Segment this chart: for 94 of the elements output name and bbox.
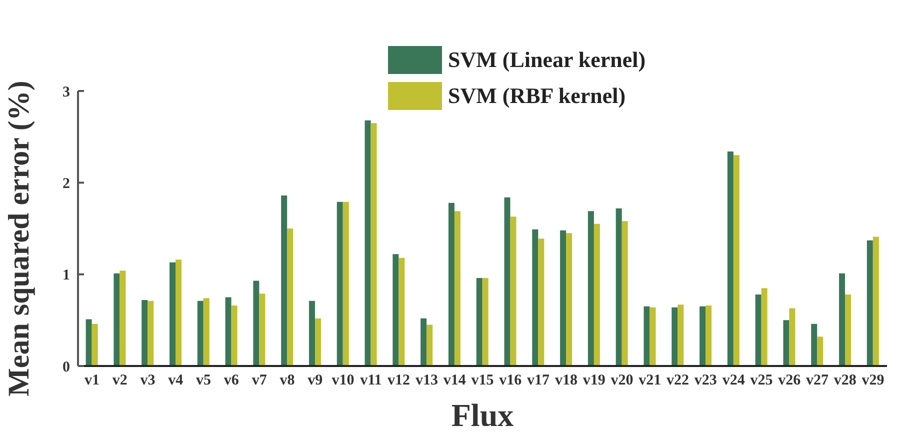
bar bbox=[532, 229, 538, 366]
bar bbox=[148, 300, 154, 366]
x-tick-label: v4 bbox=[168, 372, 184, 389]
bar bbox=[644, 306, 650, 366]
bar bbox=[225, 297, 232, 366]
bar bbox=[281, 196, 288, 366]
bar bbox=[845, 294, 852, 366]
bar bbox=[287, 228, 294, 366]
x-tick-label: v18 bbox=[554, 372, 578, 389]
bar bbox=[314, 318, 321, 366]
bar bbox=[588, 211, 594, 366]
x-tick-label: v11 bbox=[360, 372, 382, 389]
bar bbox=[672, 307, 678, 366]
x-tick-label: v17 bbox=[527, 372, 550, 389]
bar bbox=[700, 306, 706, 366]
x-tick-label: v5 bbox=[196, 372, 212, 389]
bar bbox=[622, 221, 628, 366]
bar bbox=[733, 155, 740, 366]
bar bbox=[482, 278, 488, 366]
bar bbox=[114, 273, 120, 366]
bar bbox=[761, 288, 768, 366]
bar bbox=[420, 318, 427, 366]
bar bbox=[253, 280, 260, 366]
bar bbox=[454, 211, 460, 366]
bar bbox=[448, 202, 454, 366]
x-tick-label: v16 bbox=[499, 372, 522, 389]
bar bbox=[866, 240, 873, 366]
bar bbox=[120, 270, 126, 366]
bar bbox=[86, 319, 92, 366]
y-tick-label: 0 bbox=[62, 359, 70, 376]
x-tick-label: v21 bbox=[638, 372, 662, 389]
x-tick-label: v22 bbox=[666, 372, 690, 389]
bar bbox=[170, 262, 176, 366]
bar bbox=[370, 123, 377, 366]
legend-label: SVM (Linear kernel) bbox=[448, 47, 646, 73]
bar bbox=[142, 300, 148, 366]
bar bbox=[839, 273, 846, 366]
x-tick-label: v7 bbox=[252, 372, 268, 389]
bar bbox=[398, 258, 405, 366]
x-tick-label: v20 bbox=[610, 372, 634, 389]
x-tick-label: v29 bbox=[862, 372, 884, 389]
y-tick-label: 2 bbox=[62, 176, 70, 192]
x-tick-label: v9 bbox=[308, 372, 323, 389]
x-tick-label: v28 bbox=[834, 372, 856, 389]
y-tick-label: 3 bbox=[62, 84, 70, 100]
x-tick-label: v23 bbox=[694, 372, 717, 389]
bar bbox=[504, 197, 510, 366]
x-tick-label: v12 bbox=[388, 372, 410, 389]
x-tick-label: v10 bbox=[332, 372, 354, 389]
bar bbox=[92, 324, 98, 366]
bar bbox=[783, 320, 790, 366]
x-tick-label: v19 bbox=[582, 372, 606, 389]
bar bbox=[706, 306, 712, 366]
bar bbox=[476, 278, 482, 366]
bar bbox=[560, 230, 566, 366]
bar bbox=[426, 324, 433, 366]
bar bbox=[336, 202, 343, 366]
x-tick-label: v24 bbox=[722, 372, 746, 389]
bar bbox=[594, 224, 600, 366]
bar bbox=[727, 152, 734, 366]
x-tick-label: v3 bbox=[140, 372, 156, 389]
bar bbox=[259, 294, 266, 366]
bar bbox=[197, 300, 204, 366]
x-tick-label: v26 bbox=[778, 372, 802, 389]
bar bbox=[789, 308, 796, 366]
legend-label: SVM (RBF kernel) bbox=[448, 83, 626, 109]
bar bbox=[566, 233, 572, 366]
bar bbox=[510, 216, 516, 366]
bar bbox=[203, 298, 210, 366]
bar bbox=[231, 306, 238, 366]
bar bbox=[342, 202, 349, 366]
x-tick-label: v8 bbox=[280, 372, 295, 389]
bar bbox=[650, 307, 656, 366]
x-tick-label: v25 bbox=[750, 372, 773, 389]
x-tick-label: v1 bbox=[84, 372, 100, 389]
x-tick-label: v2 bbox=[112, 372, 128, 389]
y-axis-title: Mean squared error (%) bbox=[2, 80, 36, 396]
bar bbox=[392, 254, 399, 366]
bar bbox=[616, 208, 622, 366]
bar bbox=[872, 236, 879, 366]
bar bbox=[817, 336, 824, 366]
bar bbox=[364, 120, 371, 366]
bar bbox=[755, 294, 762, 366]
bar bbox=[538, 238, 544, 366]
x-tick-label: v13 bbox=[415, 372, 438, 389]
x-tick-label: v14 bbox=[443, 372, 466, 389]
bar bbox=[176, 260, 182, 366]
bar bbox=[811, 324, 818, 366]
bar bbox=[678, 304, 684, 366]
x-tick-label: v27 bbox=[806, 372, 830, 389]
bar bbox=[308, 300, 315, 366]
y-tick-label: 1 bbox=[62, 268, 70, 284]
x-tick-label: v15 bbox=[471, 372, 494, 389]
x-tick-label: v6 bbox=[224, 372, 240, 389]
